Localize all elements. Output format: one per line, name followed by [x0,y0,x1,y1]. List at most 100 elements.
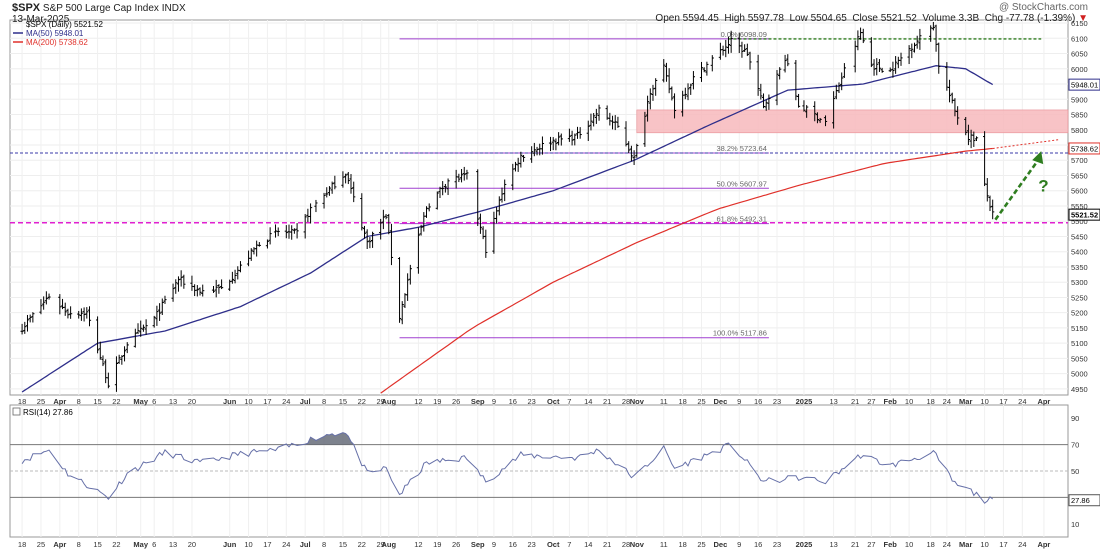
date-tick-label: 13 [829,540,837,549]
date-tick-label: 12 [414,540,422,549]
chart-date: 13-Mar-2025 [12,14,70,25]
date-tick-label: 16 [754,397,762,406]
date-tick-label: Feb [884,540,898,549]
date-tick-label: 16 [509,540,517,549]
date-tick-label: 6 [152,540,156,549]
date-tick-label: 26 [452,397,460,406]
date-tick-label: 15 [339,397,347,406]
date-tick-label: 25 [697,397,705,406]
date-tick-label: Sep [471,540,485,549]
date-tick-label: Dec [713,540,727,549]
date-tick-label: 22 [358,397,366,406]
price-tick-label: 5200 [1071,309,1088,318]
price-tick-label: 5900 [1071,95,1088,104]
date-tick-label: Aug [381,540,396,549]
rsi-collapse-icon [12,407,21,416]
date-tick-label: 24 [943,540,951,549]
date-tick-label: 9 [737,397,741,406]
fib-level-label: 50.0% 5607.97 [716,179,766,188]
price-tick-label: 5300 [1071,278,1088,287]
date-tick-label: 14 [584,540,592,549]
date-tick-label: 18 [678,540,686,549]
date-tick-label: 9 [492,540,496,549]
date-tick-label: 15 [93,397,101,406]
date-tick-label: 17 [999,540,1007,549]
right-value-label: 5521.52 [1071,211,1098,220]
projection-arrowhead-icon [1032,151,1044,165]
legend-ma50: MA(50) 5948.01 [26,29,84,38]
exchange: INDX [161,3,186,14]
date-tick-label: 10 [980,540,988,549]
date-tick-label: 15 [339,540,347,549]
date-tick-label: 13 [169,397,177,406]
price-tick-label: 5050 [1071,354,1088,363]
legend-price: $SPX (Daily) 5521.52 [26,20,103,29]
date-tick-label: 21 [603,540,611,549]
volume-label: Volume [922,13,956,24]
date-tick-label: 29 [376,397,384,406]
date-tick-label: 22 [112,397,120,406]
date-tick-label: 9 [737,540,741,549]
date-tick-label: Jun [223,397,237,406]
date-tick-label: Dec [713,397,727,406]
date-tick-label: Aug [381,397,396,406]
fib-level-label: 38.2% 5723.64 [716,144,766,153]
date-tick-label: 27 [867,540,875,549]
date-tick-label: 17 [263,540,271,549]
date-tick-label: Jun [223,540,237,549]
rsi-value-label: 27.86 [1071,496,1090,505]
date-tick-label: Feb [884,397,898,406]
date-tick-label: 20 [188,397,196,406]
date-tick-label: 24 [282,540,290,549]
date-tick-label: 25 [697,540,705,549]
date-tick-label: Oct [547,540,560,549]
date-tick-label: 21 [603,397,611,406]
price-tick-label: 5350 [1071,263,1088,272]
right-value-box [1068,142,1100,155]
low-value: 5504.65 [810,13,847,24]
price-tick-label: 5400 [1071,248,1088,257]
question-mark: ? [1038,176,1048,195]
volume-value: 3.3B [958,13,980,24]
ma200-line [380,147,993,394]
date-tick-label: Nov [630,397,645,406]
price-panel: 4950 5000 5050 5100 5150 5200 5250 5300 5350 5400… [9,19,1100,396]
right-value-label: 5948.01 [1071,81,1098,90]
date-tick-label: 23 [773,540,781,549]
date-tick-label: Mar [959,540,972,549]
price-tick-label: 5450 [1071,232,1088,241]
rsi-line [21,432,994,504]
rsi-tick-label: 50 [1071,467,1079,476]
close-label: Close [852,13,878,24]
price-tick-label: 6050 [1071,50,1088,59]
price-tick-label: 5150 [1071,324,1088,333]
date-tick-label: 16 [509,397,517,406]
date-tick-label: 19 [433,397,441,406]
watermark: @ StockCharts.com [998,2,1088,13]
date-tick-label: 12 [414,397,422,406]
price-tick-label: 5650 [1071,171,1088,180]
date-tick-label: 25 [37,540,45,549]
date-tick-label: 15 [93,540,101,549]
date-tick-label: 22 [112,540,120,549]
fib-level-label: 61.8% 5492.31 [716,215,766,224]
date-tick-label: Oct [547,397,560,406]
date-tick-label: Jul [300,397,311,406]
legend-ma200: MA(200) 5738.62 [26,38,88,47]
ma200-projection [992,139,1061,149]
rsi-tick-label: 90 [1071,414,1079,423]
date-tick-label: 23 [527,397,535,406]
date-tick-label: 7 [567,397,571,406]
date-tick-label: 10 [905,540,913,549]
date-tick-label: 16 [754,540,762,549]
date-tick-label: 23 [527,540,535,549]
price-tick-label: 5850 [1071,111,1088,120]
date-tick-label: Apr [1037,540,1050,549]
date-tick-label: 13 [169,540,177,549]
date-tick-label: Mar [959,397,972,406]
resistance-zone [636,109,1069,134]
date-tick-label: 24 [1018,397,1026,406]
date-tick-label: Apr [1037,397,1050,406]
date-tick-label: 24 [282,397,290,406]
